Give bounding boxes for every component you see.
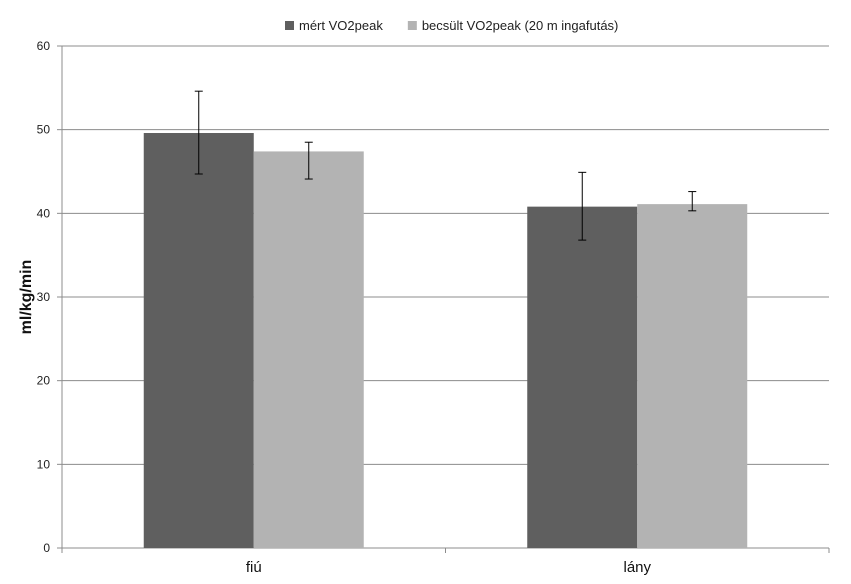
- legend-swatch: [285, 21, 294, 30]
- error-bar-layer: [194, 90, 697, 241]
- bar: [143, 133, 254, 548]
- x-category-label: lány: [623, 559, 651, 576]
- y-axis-title: ml/kg/min: [18, 260, 35, 335]
- label-layer: 0 10 20 30 40 50 60 fiú lány: [37, 39, 652, 576]
- bar: [527, 206, 638, 548]
- bar: [253, 151, 364, 549]
- bar-layer: [143, 133, 748, 549]
- legend-label: becsült VO2peak (20 m ingafutás): [422, 18, 619, 33]
- legend-swatch: [407, 21, 417, 30]
- y-tick-label: 0: [43, 541, 50, 555]
- legend: mért VO2peak becsült VO2peak (20 m ingafu…: [285, 18, 618, 33]
- y-tick-label: 50: [37, 123, 51, 137]
- y-tick-label: 60: [37, 39, 51, 53]
- y-tick-label: 30: [37, 290, 51, 304]
- legend-label: mért VO2peak: [299, 18, 383, 33]
- y-tick-label: 40: [37, 206, 51, 220]
- bar: [637, 204, 748, 548]
- y-tick-label: 10: [37, 457, 51, 471]
- y-tick-label: 20: [37, 374, 51, 388]
- x-category-label: fiú: [246, 559, 262, 576]
